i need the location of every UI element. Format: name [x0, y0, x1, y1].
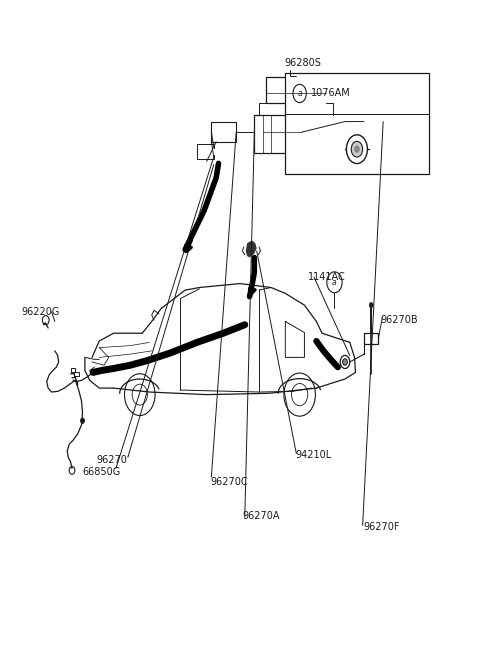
- Text: 94210L: 94210L: [295, 451, 331, 461]
- Circle shape: [327, 272, 342, 293]
- Circle shape: [69, 466, 75, 474]
- Text: 96270A: 96270A: [242, 511, 280, 521]
- Bar: [266, 77, 326, 102]
- Circle shape: [343, 359, 348, 365]
- Text: a: a: [297, 89, 302, 98]
- Text: 96220G: 96220G: [22, 306, 60, 317]
- Bar: [364, 333, 378, 344]
- Circle shape: [293, 85, 306, 102]
- Circle shape: [124, 374, 155, 415]
- Bar: [364, 114, 383, 129]
- Circle shape: [340, 356, 350, 369]
- Text: 96270: 96270: [97, 455, 128, 465]
- Text: 1141AC: 1141AC: [308, 272, 346, 282]
- Bar: [74, 372, 79, 376]
- Circle shape: [378, 121, 386, 132]
- Circle shape: [347, 135, 367, 163]
- Text: 1076AM: 1076AM: [311, 89, 350, 98]
- Text: 96270F: 96270F: [363, 522, 400, 532]
- Text: 66850G: 66850G: [83, 466, 121, 477]
- Circle shape: [351, 141, 363, 157]
- Bar: [71, 368, 75, 372]
- Bar: [285, 73, 429, 174]
- Circle shape: [291, 384, 308, 405]
- Text: 96280S: 96280S: [284, 58, 321, 68]
- Text: a: a: [332, 277, 337, 287]
- Circle shape: [42, 316, 49, 325]
- Bar: [211, 122, 236, 142]
- Text: 96270C: 96270C: [210, 476, 248, 487]
- Circle shape: [81, 418, 84, 423]
- Polygon shape: [246, 241, 257, 257]
- Circle shape: [355, 146, 360, 152]
- Circle shape: [284, 373, 315, 416]
- Text: 96270B: 96270B: [381, 315, 419, 325]
- Circle shape: [132, 384, 147, 405]
- Circle shape: [369, 302, 373, 308]
- Bar: [254, 115, 302, 153]
